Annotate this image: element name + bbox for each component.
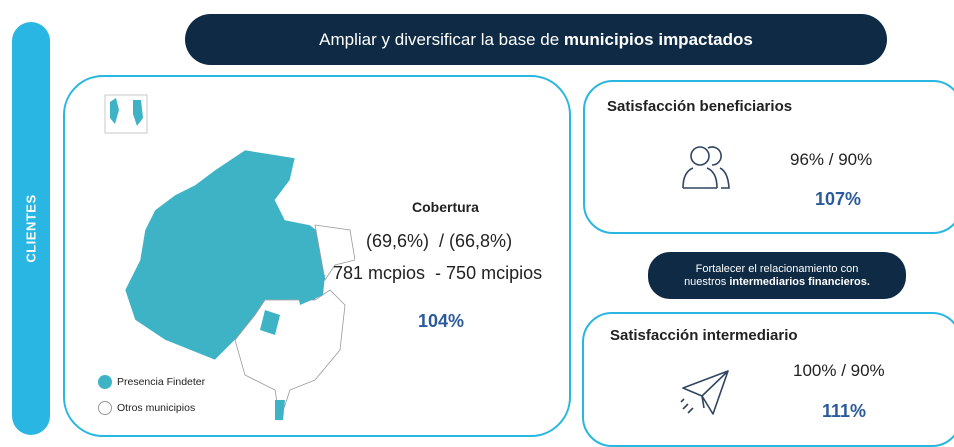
island (110, 98, 119, 124)
sidebar (12, 22, 50, 435)
presence-region (260, 275, 325, 420)
sidebar-label: CLIENTES (23, 194, 39, 263)
island (133, 100, 143, 126)
banner-bold: municipios impactados (563, 29, 753, 49)
banner-secondary-line: Fortalecer el relacionamiento con (695, 262, 859, 275)
beneficiaries-panel (583, 80, 954, 234)
map (104, 94, 355, 421)
inset-frame (104, 94, 148, 134)
coverage-percentages: (69,6%) / (66,8%) (366, 231, 513, 251)
plane-icon (680, 370, 729, 415)
beneficiaries-title: Satisfacción beneficiarios (607, 98, 793, 115)
intermediary-result: 111% (822, 401, 867, 421)
coverage-title: Cobertura (412, 199, 479, 215)
banner-secondary: Fortalecer el relacionamiento con nuestr… (648, 252, 906, 299)
banner: Ampliar y diversificar la base de munici… (185, 14, 887, 65)
legend-label: Otros municipios (117, 402, 196, 414)
beneficiaries-result: 107% (815, 189, 862, 209)
banner-secondary-bold: intermediarios financieros. (729, 275, 870, 288)
beneficiaries-ratio: 96% / 90% (790, 150, 873, 169)
banner-text: Ampliar y diversificar la base de (319, 29, 564, 49)
intermediary-ratio: 100% / 90% (793, 361, 885, 380)
other-region (234, 224, 355, 421)
sidebar-label-box: CLIENTES (12, 22, 50, 435)
legend-swatch (98, 375, 112, 389)
legend-label: Presencia Findeter (117, 376, 206, 388)
banner-secondary-line: nuestros (684, 275, 730, 288)
coverage-counts: 781 mcpios - 750 mcipios (333, 263, 543, 283)
legend-swatch (98, 401, 112, 415)
coverage-result: 104% (418, 311, 465, 331)
presence-region (124, 149, 331, 361)
intermediary-title: Satisfacción intermediario (610, 327, 798, 344)
users-icon (682, 146, 730, 189)
